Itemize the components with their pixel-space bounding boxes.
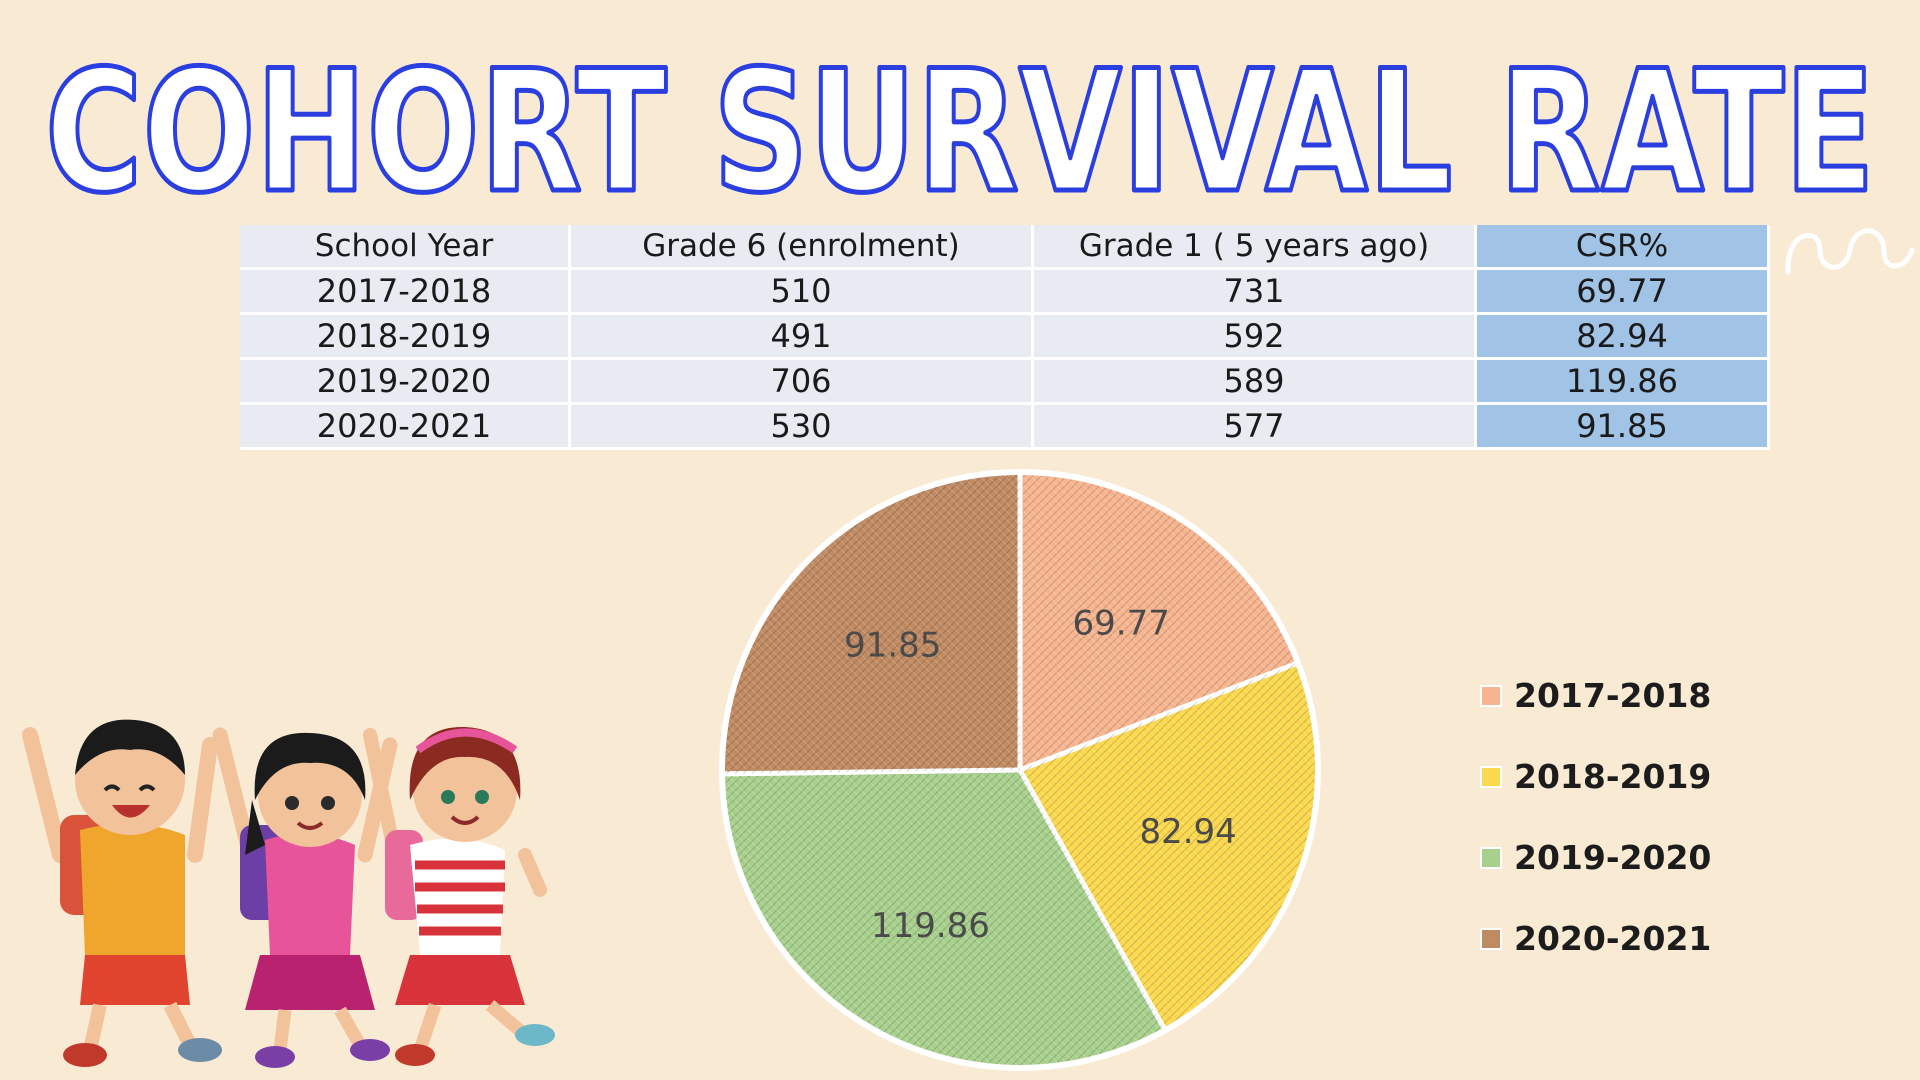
legend-swatch-2017-2018 bbox=[1480, 684, 1502, 707]
csr-table: School Year Grade 6 (enrolment) Grade 1 … bbox=[240, 225, 1770, 450]
cell-school-year: 2017-2018 bbox=[240, 268, 571, 315]
pie-slice-texture bbox=[722, 770, 1166, 1068]
pie-data-label: 82.94 bbox=[1139, 812, 1236, 852]
cell-grade6: 706 bbox=[569, 358, 1034, 405]
cell-csr: 119.86 bbox=[1475, 358, 1770, 405]
chart-legend: 2017-2018 2018-2019 2019-2020 2020-2021 bbox=[1480, 655, 1711, 979]
pie-slice-texture bbox=[722, 472, 1020, 774]
cell-school-year: 2018-2019 bbox=[240, 313, 571, 360]
table-row: 2018-2019 491 592 82.94 bbox=[240, 313, 1770, 360]
child-girl-red-icon bbox=[363, 726, 555, 1066]
legend-label: 2017-2018 bbox=[1514, 676, 1712, 715]
legend-item: 2018-2019 bbox=[1480, 736, 1711, 817]
three-children-waving-icon bbox=[22, 719, 555, 1068]
legend-item: 2020-2021 bbox=[1480, 898, 1711, 979]
pie-slice-texture bbox=[1020, 662, 1318, 1031]
legend-swatch-2018-2019 bbox=[1480, 765, 1502, 788]
cell-school-year: 2019-2020 bbox=[240, 358, 571, 405]
header-csr: CSR% bbox=[1475, 225, 1770, 270]
child-girl-pink-icon bbox=[212, 727, 398, 1068]
table-row: 2020-2021 530 577 91.85 bbox=[240, 403, 1770, 450]
pie-data-label: 69.77 bbox=[1073, 604, 1170, 644]
table-header-row: School Year Grade 6 (enrolment) Grade 1 … bbox=[240, 225, 1770, 270]
csr-pie-chart: 69.77 82.94 119.86 91.85 bbox=[719, 469, 1321, 1071]
table-row: 2019-2020 706 589 119.86 bbox=[240, 358, 1770, 405]
cell-csr: 82.94 bbox=[1475, 313, 1770, 360]
pie-data-label: 119.86 bbox=[871, 906, 990, 946]
cell-school-year: 2020-2021 bbox=[240, 403, 571, 450]
legend-item: 2017-2018 bbox=[1480, 655, 1711, 736]
table-row: 2017-2018 510 731 69.77 bbox=[240, 268, 1770, 315]
header-school-year: School Year bbox=[240, 225, 571, 270]
cell-grade1: 577 bbox=[1032, 403, 1477, 450]
cell-grade1: 589 bbox=[1032, 358, 1477, 405]
page-title: COHORT SURVIVAL RATE bbox=[43, 32, 1878, 211]
legend-item: 2019-2020 bbox=[1480, 817, 1711, 898]
cell-grade1: 592 bbox=[1032, 313, 1477, 360]
cell-csr: 91.85 bbox=[1475, 403, 1770, 450]
legend-label: 2018-2019 bbox=[1514, 757, 1712, 796]
pie-outline bbox=[719, 469, 1321, 1071]
legend-swatch-2019-2020 bbox=[1480, 846, 1502, 869]
page-title-text: COHORT SURVIVAL RATE bbox=[45, 34, 1875, 210]
cell-csr: 69.77 bbox=[1475, 268, 1770, 315]
cell-grade6: 491 bbox=[569, 313, 1034, 360]
decorative-squiggle-icon bbox=[1785, 228, 1915, 275]
legend-label: 2019-2020 bbox=[1514, 838, 1712, 877]
header-grade1: Grade 1 ( 5 years ago) bbox=[1032, 225, 1477, 270]
pie-data-label: 91.85 bbox=[844, 625, 941, 665]
legend-label: 2020-2021 bbox=[1514, 919, 1712, 958]
child-boy-icon bbox=[22, 719, 222, 1067]
legend-swatch-2020-2021 bbox=[1480, 927, 1502, 950]
cell-grade6: 510 bbox=[569, 268, 1034, 315]
cell-grade6: 530 bbox=[569, 403, 1034, 450]
header-grade6: Grade 6 (enrolment) bbox=[569, 225, 1034, 270]
cell-grade1: 731 bbox=[1032, 268, 1477, 315]
pie-slice-texture bbox=[1020, 472, 1299, 770]
